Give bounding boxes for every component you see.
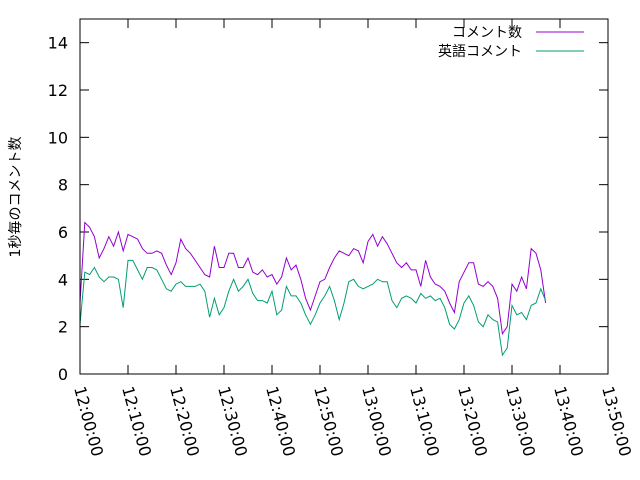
y-tick-label: 12	[48, 81, 68, 100]
y-tick-label: 8	[58, 176, 68, 195]
plot-frame	[79, 18, 609, 375]
y-tick-label: 10	[48, 128, 68, 147]
series-line-2	[79, 259, 547, 357]
legend-label-1: コメント数	[452, 25, 522, 41]
y-axis-title-group: 1秒毎のコメント数	[8, 137, 24, 258]
y-tick-label: 2	[58, 318, 68, 337]
y-tick-label: 6	[58, 223, 68, 242]
y-tick-label: 4	[58, 270, 68, 289]
y-tick-label: 0	[58, 365, 68, 384]
y-axis-title: 1秒毎のコメント数	[8, 137, 24, 258]
series-line-1	[79, 221, 547, 336]
legend-label-2: 英語コメント	[438, 43, 522, 60]
y-tick-label: 14	[48, 34, 68, 53]
